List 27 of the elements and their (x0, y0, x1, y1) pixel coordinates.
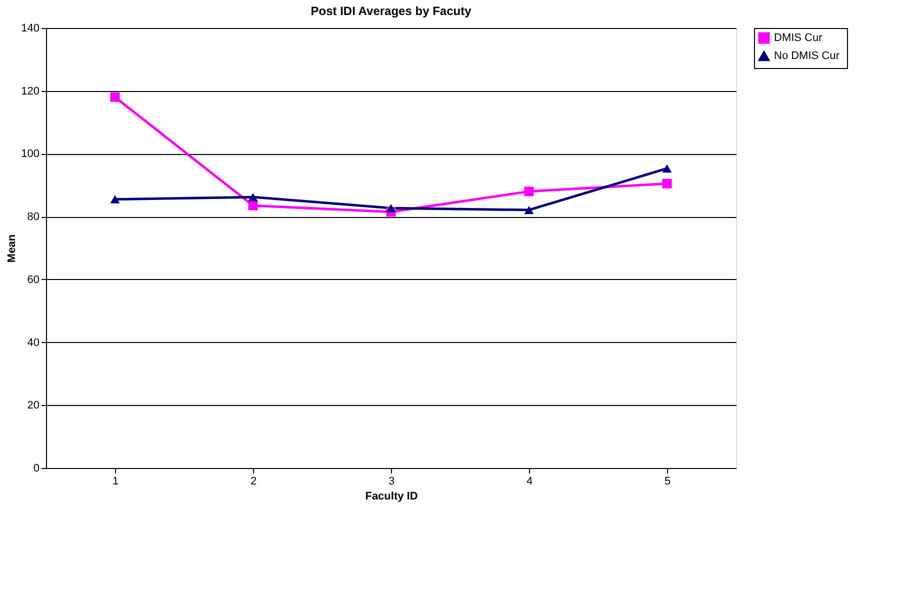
legend-label: No DMIS Cur (774, 50, 840, 62)
legend-label: DMIS Cur (774, 32, 823, 44)
y-tick-label: 80 (27, 211, 40, 224)
point (524, 206, 534, 214)
point (662, 178, 672, 188)
x-tick-label: 4 (526, 476, 533, 488)
y-tick-label: 120 (21, 85, 40, 98)
point (524, 186, 534, 196)
point (662, 164, 672, 173)
point (110, 92, 120, 102)
y-tick-label: 0 (33, 462, 40, 474)
x-tick-label: 2 (250, 476, 257, 488)
x-axis-title: Faculty ID (365, 490, 418, 502)
y-tick-label: 140 (21, 22, 40, 34)
point (248, 192, 258, 202)
x-tick-label: 1 (112, 476, 119, 488)
chart-title: Post IDI Averages by Facuty (310, 4, 472, 18)
point (386, 204, 396, 212)
y-tick-label: 60 (27, 274, 40, 286)
y-tick-label: 40 (27, 336, 40, 349)
x-tick-label: 3 (388, 476, 395, 488)
point (110, 195, 120, 204)
x-tick-label: 5 (664, 476, 671, 488)
point (248, 200, 258, 210)
y-tick-label: 100 (21, 148, 40, 160)
y-tick-label: 20 (27, 400, 40, 412)
y-axis-title: Mean (6, 234, 18, 263)
